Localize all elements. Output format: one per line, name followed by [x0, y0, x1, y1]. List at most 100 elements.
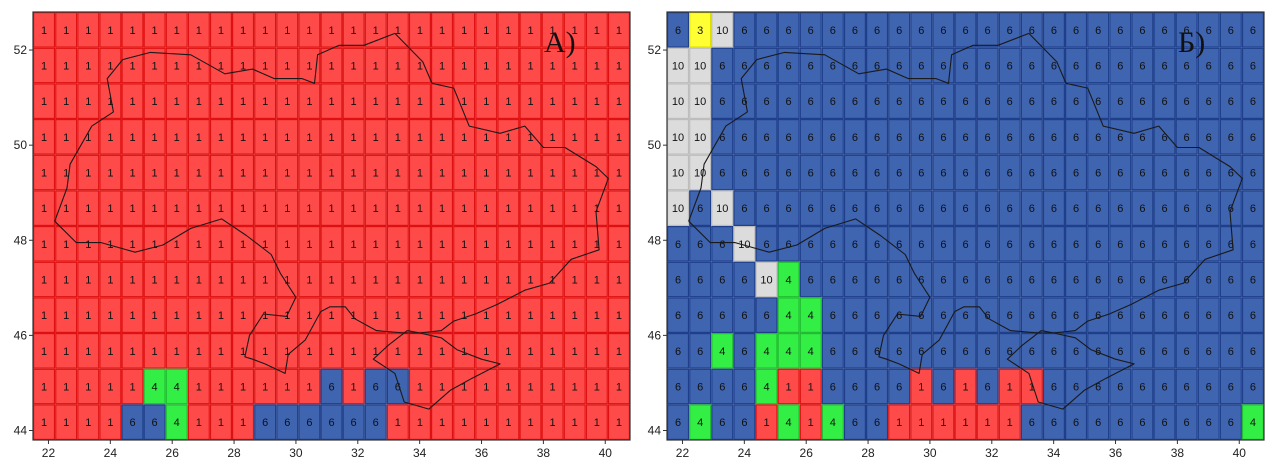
cell-value: 6 — [918, 25, 924, 37]
cell-value: 6 — [1139, 168, 1145, 180]
grid-cell — [431, 368, 454, 405]
grid-cell — [711, 368, 734, 405]
grid-cell — [431, 118, 454, 155]
cell-value: 1 — [505, 310, 511, 322]
cell-value: 6 — [852, 132, 858, 144]
grid-cell — [408, 83, 432, 120]
cell-value: 1 — [152, 168, 158, 180]
grid-cell — [497, 83, 520, 120]
grid-cell — [1042, 226, 1066, 262]
grid-cell — [954, 118, 977, 155]
grid-cell — [1131, 190, 1154, 227]
cell-value: 1 — [306, 203, 312, 215]
cell-value: 1 — [483, 25, 489, 37]
cell-value: 6 — [1184, 203, 1190, 215]
grid-cell — [1020, 154, 1043, 191]
cell-value: 1 — [240, 310, 246, 322]
grid-cell — [1109, 368, 1132, 405]
cell-value: 1 — [129, 203, 135, 215]
grid-cell — [777, 261, 800, 298]
cell-value: 1 — [616, 96, 622, 108]
grid-cell — [998, 261, 1021, 298]
cell-value: 1 — [417, 239, 423, 251]
cell-value: 6 — [1228, 132, 1234, 144]
cell-value: 1 — [41, 417, 47, 429]
cell-value: 6 — [1029, 239, 1035, 251]
cell-value: 6 — [1206, 61, 1212, 73]
grid-cell — [1197, 368, 1220, 405]
cell-value: 6 — [1250, 239, 1256, 251]
cell-value: 1 — [439, 61, 445, 73]
cell-value: 6 — [918, 275, 924, 287]
cell-value: 6 — [763, 203, 769, 215]
grid-cell — [821, 368, 844, 405]
grid-cell — [386, 190, 409, 227]
cell-value: 6 — [985, 25, 991, 37]
cell-value: 1 — [41, 203, 47, 215]
cell-value: 6 — [1184, 96, 1190, 108]
y-tick-label: 48 — [648, 233, 662, 247]
cell-value: 1 — [1029, 382, 1035, 394]
cell-value: 1 — [417, 310, 423, 322]
grid-cell — [976, 190, 999, 227]
grid-cell — [475, 226, 498, 262]
grid-cell — [497, 261, 520, 298]
grid-cell — [254, 190, 277, 227]
grid-cell — [143, 368, 166, 405]
grid-cell — [1131, 47, 1154, 84]
cell-value: 6 — [1029, 61, 1035, 73]
grid-cell — [563, 83, 586, 120]
cell-value: 6 — [152, 417, 158, 429]
cell-value: 1 — [505, 203, 511, 215]
grid-cell — [799, 47, 822, 84]
grid-cell — [1153, 83, 1176, 120]
grid-cell — [1175, 368, 1198, 405]
cell-value: 1 — [218, 310, 224, 322]
cell-value: 6 — [896, 382, 902, 394]
grid-cell — [342, 297, 365, 333]
cell-value: 6 — [1051, 132, 1057, 144]
grid-cell — [821, 154, 844, 191]
y-tick-label: 50 — [14, 138, 28, 152]
x-tick-label: 30 — [289, 446, 303, 460]
cell-value: 1 — [505, 132, 511, 144]
cell-value: 6 — [1250, 382, 1256, 394]
cell-value: 6 — [675, 275, 681, 287]
cell-value: 6 — [1206, 25, 1212, 37]
grid-cell — [1153, 118, 1176, 155]
grid-cell — [976, 83, 999, 120]
cell-value: 6 — [1095, 275, 1101, 287]
cell-value: 4 — [174, 417, 180, 429]
grid-cell — [276, 368, 299, 405]
cell-value: 1 — [152, 310, 158, 322]
x-tick-label: 38 — [1171, 446, 1185, 460]
grid-cell — [99, 47, 122, 84]
cell-value: 1 — [461, 61, 467, 73]
cell-value: 1 — [572, 239, 578, 251]
cell-value: 6 — [763, 168, 769, 180]
grid-cell — [976, 368, 999, 405]
cell-value: 6 — [830, 61, 836, 73]
cell-value: 6 — [373, 382, 379, 394]
grid-cell — [1087, 83, 1110, 120]
crimea-border — [372, 330, 501, 410]
cell-value: 6 — [1206, 168, 1212, 180]
cell-value: 6 — [962, 346, 968, 358]
cell-value: 1 — [483, 310, 489, 322]
country-border — [54, 32, 609, 374]
grid-cell — [55, 333, 78, 369]
cell-value: 6 — [985, 61, 991, 73]
x-tick-label: 32 — [985, 446, 999, 460]
y-tick-label: 46 — [648, 328, 662, 342]
cell-value: 1 — [373, 132, 379, 144]
cell-value: 1 — [461, 239, 467, 251]
cell-value: 1 — [41, 96, 47, 108]
y-tick-label: 44 — [648, 423, 662, 437]
cell-value: 1 — [616, 382, 622, 394]
cell-value: 1 — [550, 25, 556, 37]
grid-cell — [320, 368, 343, 405]
grid-cell — [1087, 297, 1110, 333]
grid-cell — [364, 118, 387, 155]
cell-value: 1 — [527, 132, 533, 144]
grid-cell — [497, 333, 520, 369]
